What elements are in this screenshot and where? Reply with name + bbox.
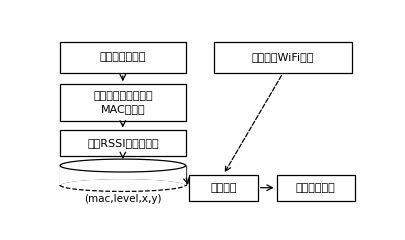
Bar — [214, 42, 352, 73]
Text: 采集各点信号强度、
MAC地址等: 采集各点信号强度、 MAC地址等 — [93, 91, 153, 114]
Text: 估算用户位置: 估算用户位置 — [296, 183, 336, 193]
Bar — [60, 131, 185, 156]
Polygon shape — [60, 166, 185, 185]
Polygon shape — [60, 159, 185, 172]
Text: 存储RSSI的位置坐标: 存储RSSI的位置坐标 — [87, 138, 159, 148]
Bar — [60, 42, 185, 73]
Text: 匹配算法: 匹配算法 — [210, 183, 237, 193]
Text: 实时采集WiFi信号: 实时采集WiFi信号 — [252, 53, 314, 62]
Bar — [189, 175, 258, 201]
Text: 确定采样分布图: 确定采样分布图 — [100, 53, 146, 62]
Bar — [277, 175, 355, 201]
Text: (mac,level,x,y): (mac,level,x,y) — [84, 194, 162, 204]
Bar — [60, 84, 185, 121]
